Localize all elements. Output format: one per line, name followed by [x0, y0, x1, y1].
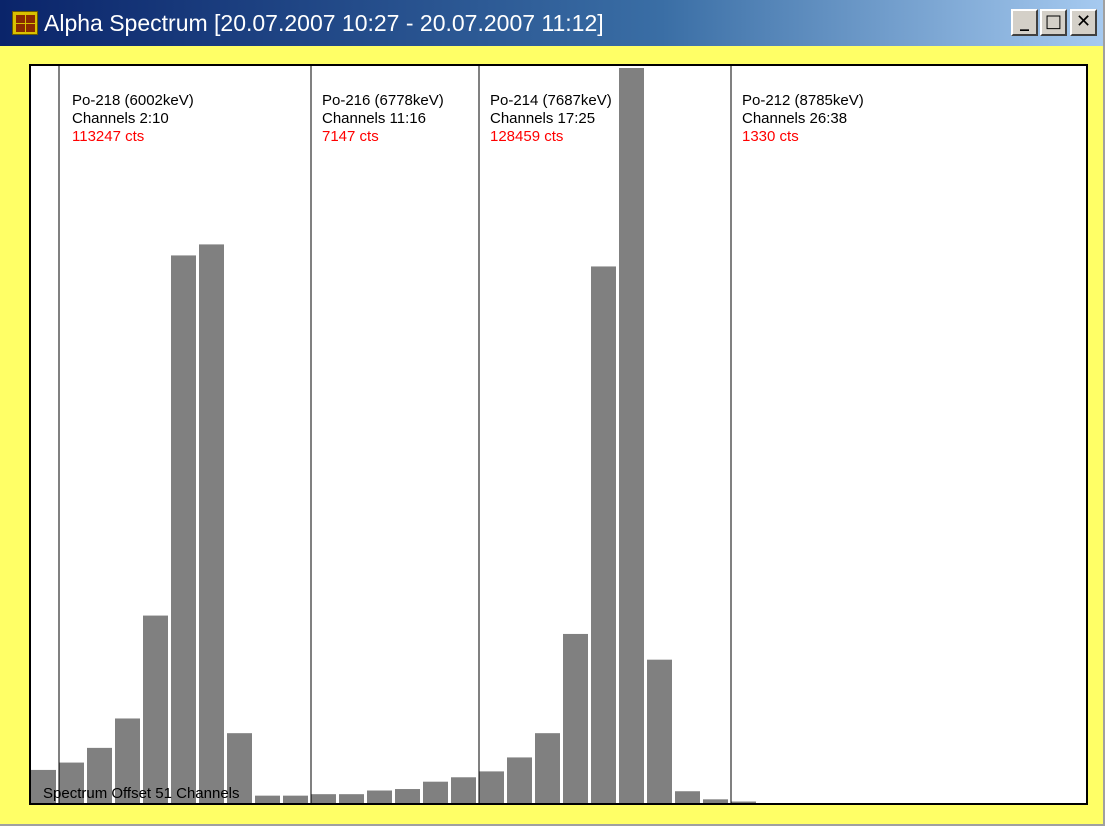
close-icon: ✕: [1075, 11, 1092, 32]
spectrum-bar: [283, 795, 308, 803]
region-label-po214: Po-214 (7687keV) Channels 17:25 128459 c…: [490, 92, 612, 146]
spectrum-bar: [311, 794, 336, 803]
spectrum-bar: [227, 733, 252, 803]
region-name: Po-218 (6002keV): [72, 92, 194, 109]
spectrum-bar: [115, 718, 140, 803]
region-counts: 128459 cts: [490, 128, 564, 145]
minimize-icon: _: [1020, 11, 1029, 32]
spectrum-chart: [31, 66, 756, 803]
spectrum-bar: [563, 633, 588, 803]
radon-app-icon[interactable]: [12, 11, 38, 35]
spectrum-bar: [59, 762, 84, 803]
region-name: Po-214 (7687keV): [490, 92, 612, 109]
region-label-po216: Po-216 (6778keV) Channels 11:16 7147 cts: [322, 92, 444, 146]
region-counts: 1330 cts: [742, 128, 799, 145]
maximize-icon: □: [1044, 11, 1062, 32]
spectrum-offset-label: Spectrum Offset 51 Channels: [43, 785, 240, 802]
spectrum-bar: [31, 769, 56, 803]
close-button[interactable]: ✕: [1070, 9, 1097, 36]
spectrum-bar: [367, 790, 392, 803]
spectrum-bar: [591, 266, 616, 803]
spectrum-bar: [675, 791, 700, 803]
spectrum-bar: [87, 747, 112, 803]
region-label-po218: Po-218 (6002keV) Channels 2:10 113247 ct…: [72, 92, 194, 146]
region-counts: 7147 cts: [322, 128, 379, 145]
window-title: Alpha Spectrum [20.07.2007 10:27 - 20.07…: [44, 10, 604, 36]
maximize-button[interactable]: □: [1040, 9, 1067, 36]
spectrum-bar: [143, 615, 168, 803]
spectrum-bar: [731, 801, 756, 803]
region-counts: 113247 cts: [72, 128, 145, 145]
region-channels: Channels 26:38: [742, 110, 848, 127]
region-label-po212: Po-212 (8785keV) Channels 26:38 1330 cts: [742, 92, 864, 146]
region-channels: Channels 17:25: [490, 110, 596, 127]
region-channels: Channels 2:10: [72, 110, 169, 127]
spectrum-bar: [255, 795, 280, 803]
spectrum-bar: [171, 255, 196, 803]
spectrum-bar: [339, 794, 364, 803]
spectrum-bar: [619, 68, 644, 803]
spectrum-bar: [423, 781, 448, 803]
region-channels: Channels 11:16: [322, 110, 426, 127]
spectrum-plot: Po-218 (6002keV) Channels 2:10 113247 ct…: [29, 64, 1088, 805]
spectrum-bar: [535, 733, 560, 803]
region-name: Po-216 (6778keV): [322, 92, 444, 109]
minimize-button[interactable]: _: [1011, 9, 1038, 36]
spectrum-bar: [703, 799, 728, 803]
spectrum-bar: [507, 757, 532, 803]
spectrum-bar: [199, 244, 224, 803]
spectrum-bar: [479, 771, 504, 803]
region-name: Po-212 (8785keV): [742, 92, 864, 109]
spectrum-bar: [451, 777, 476, 803]
spectrum-bar: [395, 789, 420, 803]
title-bar[interactable]: Alpha Spectrum [20.07.2007 10:27 - 20.07…: [0, 0, 1103, 46]
spectrum-bar: [647, 659, 672, 803]
